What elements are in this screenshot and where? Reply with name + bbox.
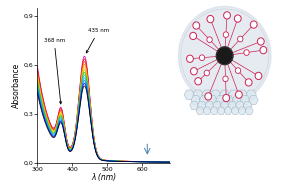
Circle shape (223, 12, 230, 19)
Circle shape (190, 68, 197, 75)
Circle shape (244, 50, 249, 55)
Circle shape (223, 32, 229, 38)
Circle shape (216, 47, 233, 65)
Text: 435 nm: 435 nm (86, 28, 109, 53)
Circle shape (236, 91, 242, 98)
Text: 368 nm: 368 nm (43, 38, 65, 104)
Circle shape (223, 94, 230, 102)
Circle shape (255, 72, 262, 80)
Circle shape (223, 76, 228, 82)
X-axis label: λ (nm): λ (nm) (91, 173, 116, 182)
Circle shape (207, 37, 212, 43)
Circle shape (250, 21, 257, 28)
Circle shape (204, 70, 209, 76)
Y-axis label: Absorbance: Absorbance (12, 62, 21, 108)
Circle shape (234, 15, 241, 22)
Circle shape (190, 32, 196, 40)
Circle shape (205, 93, 212, 100)
Circle shape (207, 15, 214, 23)
Circle shape (178, 6, 271, 105)
Circle shape (238, 36, 243, 42)
Circle shape (195, 78, 202, 85)
Circle shape (235, 68, 241, 74)
Circle shape (187, 55, 193, 62)
Circle shape (193, 22, 200, 29)
Circle shape (199, 55, 205, 61)
Circle shape (245, 79, 252, 86)
Circle shape (260, 46, 267, 54)
Circle shape (257, 38, 264, 45)
